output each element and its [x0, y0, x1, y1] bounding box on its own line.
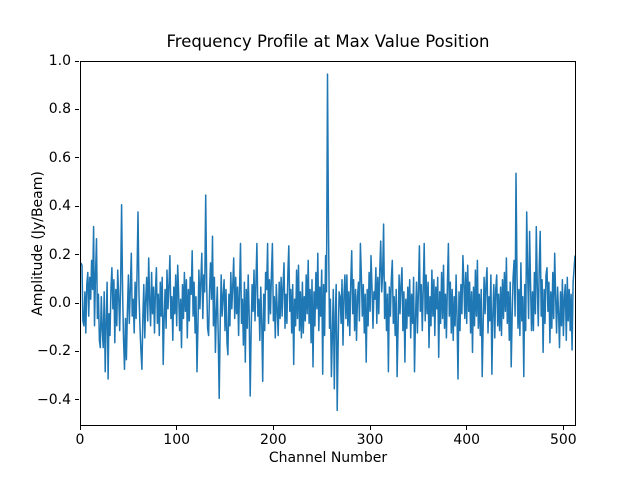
x-tick-label: 300 — [356, 432, 384, 448]
x-axis-label: Channel Number — [268, 450, 388, 466]
y-tick-label: 0.6 — [48, 149, 71, 166]
y-tick-mark — [75, 302, 79, 304]
y-tick-label: 0.4 — [48, 198, 71, 215]
y-tick-mark — [75, 108, 79, 110]
y-tick-label: −0.4 — [37, 391, 71, 408]
y-tick-label: 1.0 — [48, 53, 71, 69]
y-tick-mark — [75, 60, 79, 62]
x-tick-mark — [79, 426, 81, 430]
x-tick-mark — [562, 426, 564, 430]
y-tick-mark — [75, 399, 79, 401]
y-tick-mark — [75, 350, 79, 352]
x-tick-label: 200 — [259, 432, 287, 448]
line-chart-svg — [81, 73, 575, 412]
y-tick-mark — [75, 254, 79, 256]
x-tick-label: 400 — [453, 432, 481, 448]
chart-title: Frequency Profile at Max Value Position — [166, 32, 490, 51]
line-series — [81, 73, 575, 412]
x-tick-mark — [466, 426, 468, 430]
x-tick-mark — [369, 426, 371, 430]
y-tick-label: −0.2 — [37, 343, 71, 360]
y-tick-mark — [75, 157, 79, 159]
y-tick-label: 0.2 — [48, 246, 71, 263]
x-tick-mark — [272, 426, 274, 430]
x-tick-mark — [176, 426, 178, 430]
y-tick-mark — [75, 205, 79, 207]
plot-area — [80, 61, 576, 426]
x-tick-label: 100 — [163, 432, 191, 448]
y-tick-label: 0.8 — [48, 101, 71, 118]
x-tick-label: 0 — [75, 432, 85, 448]
x-tick-label: 500 — [549, 432, 577, 448]
y-tick-label: 0.0 — [48, 295, 71, 311]
